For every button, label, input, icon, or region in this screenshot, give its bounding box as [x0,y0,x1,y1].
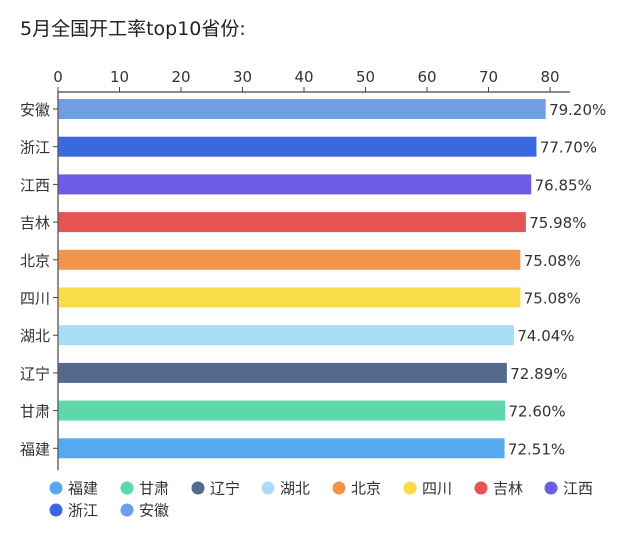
legend-swatch[interactable] [49,481,63,495]
legend-swatch[interactable] [191,481,205,495]
chart-title: 5月全国开工率top10省份: [20,18,246,40]
data-labels: 79.20% 77.70% 76.85% 75.98% 75.08% 75.08% 74.0… [508,101,606,458]
y-category-label: 江西 [20,176,50,194]
y-category-label: 吉林 [20,214,50,232]
x-tick-label: 20 [171,68,190,86]
bar-value-label: 74.04% [517,327,574,345]
legend-swatch[interactable] [120,481,134,495]
bar[interactable] [58,287,521,308]
legend-label[interactable]: 辽宁 [210,480,240,498]
legend-label[interactable]: 安徽 [139,502,169,520]
y-category-label: 福建 [20,440,50,458]
bar-value-label: 76.85% [535,176,592,194]
bar[interactable] [58,362,507,383]
x-tick-label: 30 [233,68,252,86]
x-tick-label: 0 [53,68,63,86]
x-tick-label: 40 [294,68,313,86]
legend-label[interactable]: 甘肃 [139,480,169,498]
bar[interactable] [58,438,505,459]
bars [58,99,546,459]
bar[interactable] [58,174,532,195]
x-tick-label: 50 [356,68,375,86]
bar[interactable] [58,99,546,119]
legend-swatch[interactable] [120,503,134,517]
legend-swatch[interactable] [261,481,275,495]
legend-swatch[interactable] [49,503,63,517]
legend-swatch[interactable] [544,481,558,495]
bar[interactable] [58,325,514,346]
bar[interactable] [58,400,506,421]
y-category-label: 浙江 [20,139,50,157]
y-category-label: 安徽 [20,101,50,119]
legend-label[interactable]: 浙江 [68,502,98,520]
y-category-label: 北京 [20,252,50,270]
y-category-label: 四川 [20,290,50,308]
x-tick-label: 80 [540,68,559,86]
legend-label[interactable]: 湖北 [280,480,310,498]
bar-value-label: 75.98% [529,214,586,232]
x-tick-label: 60 [417,68,436,86]
legend-label[interactable]: 北京 [351,480,381,498]
bar-value-label: 72.89% [510,365,567,383]
legend-label[interactable]: 江西 [563,480,593,498]
bar-value-label: 75.08% [524,290,581,308]
bar-value-label: 72.60% [508,403,565,421]
bar[interactable] [58,136,537,157]
bar-value-label: 77.70% [540,139,597,157]
legend-swatch[interactable] [474,481,488,495]
bar-value-label: 75.08% [524,252,581,270]
bar[interactable] [58,212,526,233]
bar-value-label: 79.20% [549,101,606,119]
y-category-label: 湖北 [20,327,50,345]
bar[interactable] [58,249,521,270]
legend-swatch[interactable] [403,481,417,495]
y-category-label: 甘肃 [20,403,50,421]
legend-label[interactable]: 福建 [68,480,98,498]
legend-label[interactable]: 吉林 [493,480,523,498]
bar-value-label: 72.51% [508,440,565,458]
x-tick-label: 70 [479,68,498,86]
legend-label[interactable]: 四川 [422,480,452,498]
legend-swatch[interactable] [332,481,346,495]
x-tick-label: 10 [110,68,129,86]
y-category-label: 辽宁 [20,365,50,383]
